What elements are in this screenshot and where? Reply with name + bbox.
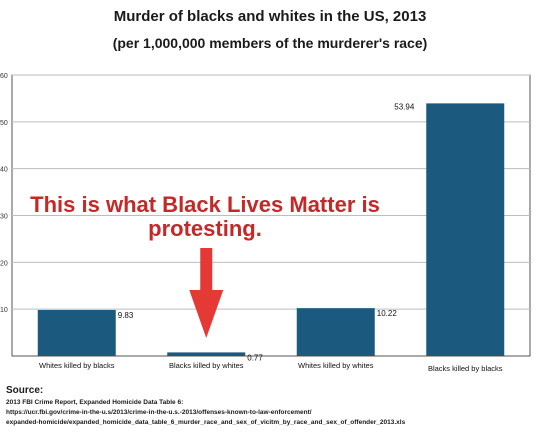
source-url-line-1: https://ucr.fbi.gov/crime-in-the-u.s/201… [6, 409, 312, 416]
arrow-shaft [200, 248, 213, 292]
data-label: 53.94 [394, 102, 415, 111]
y-tick-label: 20 [0, 260, 8, 267]
category-label: Whites killed by whites [298, 361, 374, 370]
annotation-text: This is what Black Lives Matter is prote… [30, 192, 380, 241]
data-label: 9.83 [118, 311, 134, 320]
y-tick-label: 40 [0, 167, 8, 174]
y-tick-label: 60 [0, 73, 8, 80]
bar [167, 352, 246, 356]
data-label: 10.22 [377, 309, 398, 318]
category-label: Blacks killed by whites [169, 361, 244, 370]
y-tick-label: 10 [0, 307, 8, 314]
chart-subtitle: (per 1,000,000 members of the murderer's… [112, 35, 428, 51]
source-block: Source: 2013 FBI Crime Report, Expanded … [6, 385, 536, 428]
bar [426, 103, 505, 356]
arrow-head [189, 290, 224, 338]
y-tick-label: 30 [0, 214, 8, 221]
bar [37, 309, 116, 356]
chart-title: Murder of blacks and whites in the US, 2… [113, 8, 427, 25]
source-heading: Source: [6, 385, 44, 396]
source-line-1: 2013 FBI Crime Report, Expanded Homicide… [6, 399, 184, 406]
source-url-line-2: expanded-homicide/expanded_homicide_data… [6, 419, 406, 426]
y-tick-label: 50 [0, 120, 8, 127]
category-label: Whites killed by blacks [39, 361, 115, 370]
bar [296, 308, 375, 356]
category-label: Blacks killed by blacks [428, 364, 503, 373]
data-label: 0.77 [247, 353, 263, 362]
